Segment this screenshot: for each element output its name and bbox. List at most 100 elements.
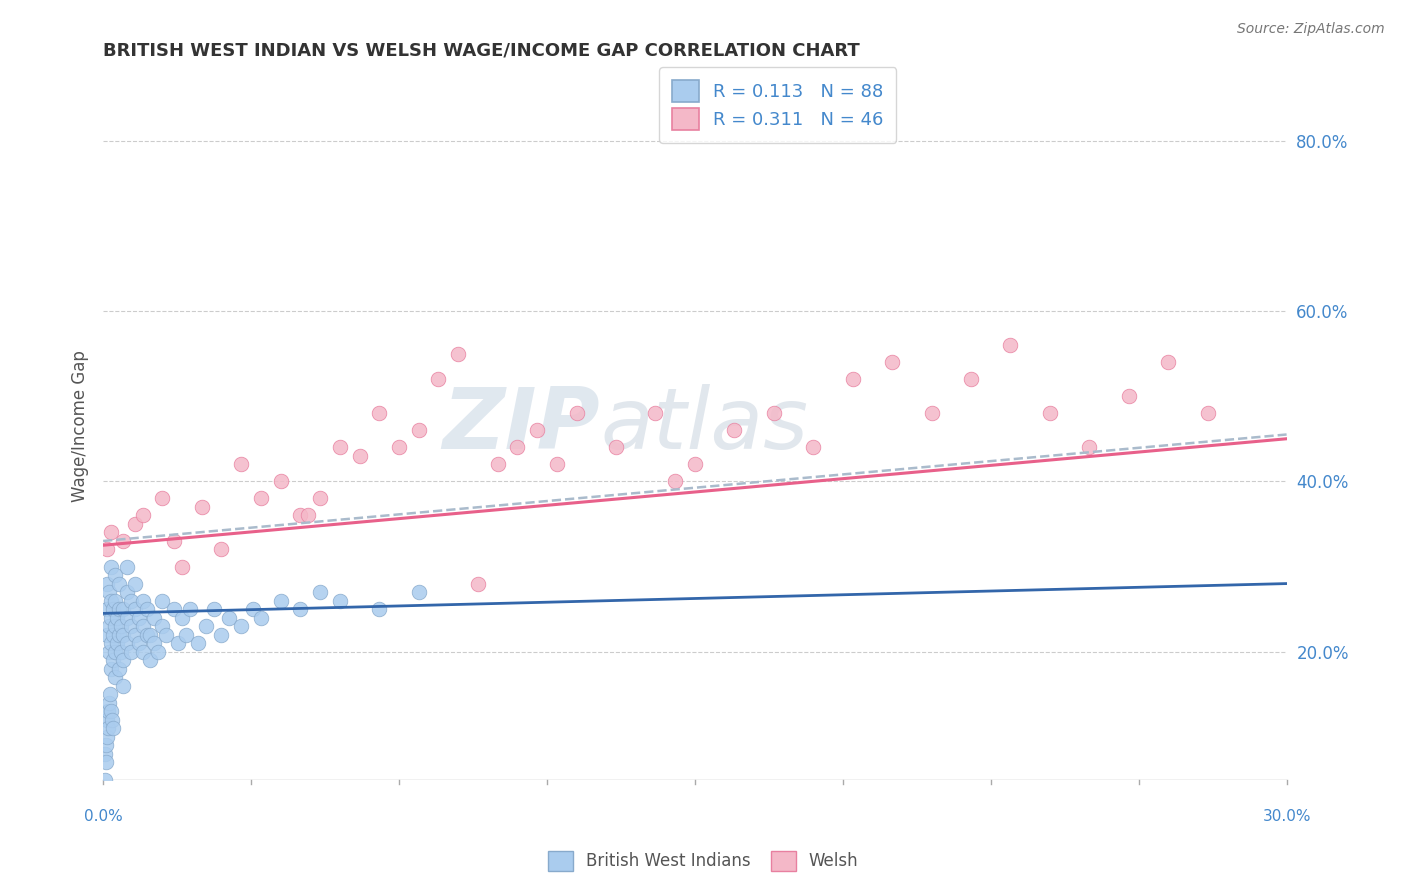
Point xyxy=(1000,338,1022,352)
Point xyxy=(163,533,186,548)
Point xyxy=(96,542,118,557)
Point xyxy=(131,508,153,523)
Point xyxy=(250,610,273,624)
Point xyxy=(762,406,785,420)
Point xyxy=(155,628,177,642)
Point xyxy=(150,593,173,607)
Point xyxy=(329,440,352,454)
Point xyxy=(841,372,863,386)
Point xyxy=(143,610,166,624)
Legend: R = 0.113   N = 88, R = 0.311   N = 46: R = 0.113 N = 88, R = 0.311 N = 46 xyxy=(659,67,896,143)
Point xyxy=(447,346,470,360)
Point xyxy=(96,730,118,744)
Point xyxy=(100,704,122,718)
Point xyxy=(98,696,121,710)
Point xyxy=(211,542,233,557)
Point xyxy=(120,645,142,659)
Point xyxy=(128,610,150,624)
Legend: British West Indians, Welsh: British West Indians, Welsh xyxy=(540,842,866,880)
Point xyxy=(100,525,122,540)
Point xyxy=(131,593,153,607)
Point xyxy=(108,576,131,591)
Point xyxy=(131,619,153,633)
Point xyxy=(506,440,529,454)
Point xyxy=(110,619,132,633)
Point xyxy=(664,475,686,489)
Point xyxy=(111,679,134,693)
Point xyxy=(297,508,319,523)
Point xyxy=(349,449,371,463)
Point xyxy=(368,406,391,420)
Point xyxy=(108,662,131,676)
Point xyxy=(309,585,332,599)
Point xyxy=(143,636,166,650)
Point xyxy=(96,628,118,642)
Point xyxy=(163,602,186,616)
Text: 30.0%: 30.0% xyxy=(1263,809,1310,824)
Point xyxy=(231,458,253,472)
Point xyxy=(111,602,134,616)
Point xyxy=(100,610,122,624)
Point xyxy=(124,628,146,642)
Point xyxy=(202,602,225,616)
Point xyxy=(96,602,118,616)
Point xyxy=(104,619,127,633)
Point xyxy=(94,772,117,787)
Point xyxy=(242,602,264,616)
Point xyxy=(105,610,128,624)
Point xyxy=(290,508,312,523)
Point xyxy=(290,602,312,616)
Point xyxy=(190,500,212,514)
Text: atlas: atlas xyxy=(600,384,808,467)
Point xyxy=(565,406,588,420)
Point xyxy=(115,559,138,574)
Point xyxy=(150,491,173,506)
Point xyxy=(101,628,124,642)
Point xyxy=(128,636,150,650)
Point xyxy=(104,645,127,659)
Point xyxy=(170,610,193,624)
Point xyxy=(605,440,627,454)
Text: BRITISH WEST INDIAN VS WELSH WAGE/INCOME GAP CORRELATION CHART: BRITISH WEST INDIAN VS WELSH WAGE/INCOME… xyxy=(103,42,860,60)
Point xyxy=(115,636,138,650)
Point xyxy=(124,516,146,531)
Point xyxy=(104,568,127,582)
Point xyxy=(683,458,706,472)
Point xyxy=(96,713,118,727)
Point xyxy=(101,722,124,736)
Point xyxy=(108,602,131,616)
Point xyxy=(368,602,391,616)
Point xyxy=(100,559,122,574)
Text: 0.0%: 0.0% xyxy=(84,809,122,824)
Point xyxy=(187,636,209,650)
Point xyxy=(231,619,253,633)
Point xyxy=(174,628,197,642)
Point xyxy=(100,636,122,650)
Point xyxy=(309,491,332,506)
Point xyxy=(427,372,450,386)
Point xyxy=(101,713,124,727)
Point xyxy=(110,645,132,659)
Point xyxy=(98,645,121,659)
Point xyxy=(135,602,157,616)
Point xyxy=(124,602,146,616)
Point xyxy=(98,619,121,633)
Point xyxy=(486,458,509,472)
Point xyxy=(150,619,173,633)
Point xyxy=(388,440,411,454)
Point xyxy=(98,687,121,701)
Point xyxy=(526,423,548,437)
Point xyxy=(131,645,153,659)
Y-axis label: Wage/Income Gap: Wage/Income Gap xyxy=(72,350,89,502)
Point xyxy=(1039,406,1062,420)
Point xyxy=(115,610,138,624)
Point xyxy=(218,610,240,624)
Point xyxy=(179,602,201,616)
Point xyxy=(135,628,157,642)
Point xyxy=(111,628,134,642)
Point xyxy=(120,593,142,607)
Point xyxy=(139,628,162,642)
Point xyxy=(100,593,122,607)
Point xyxy=(139,653,162,667)
Point xyxy=(1078,440,1101,454)
